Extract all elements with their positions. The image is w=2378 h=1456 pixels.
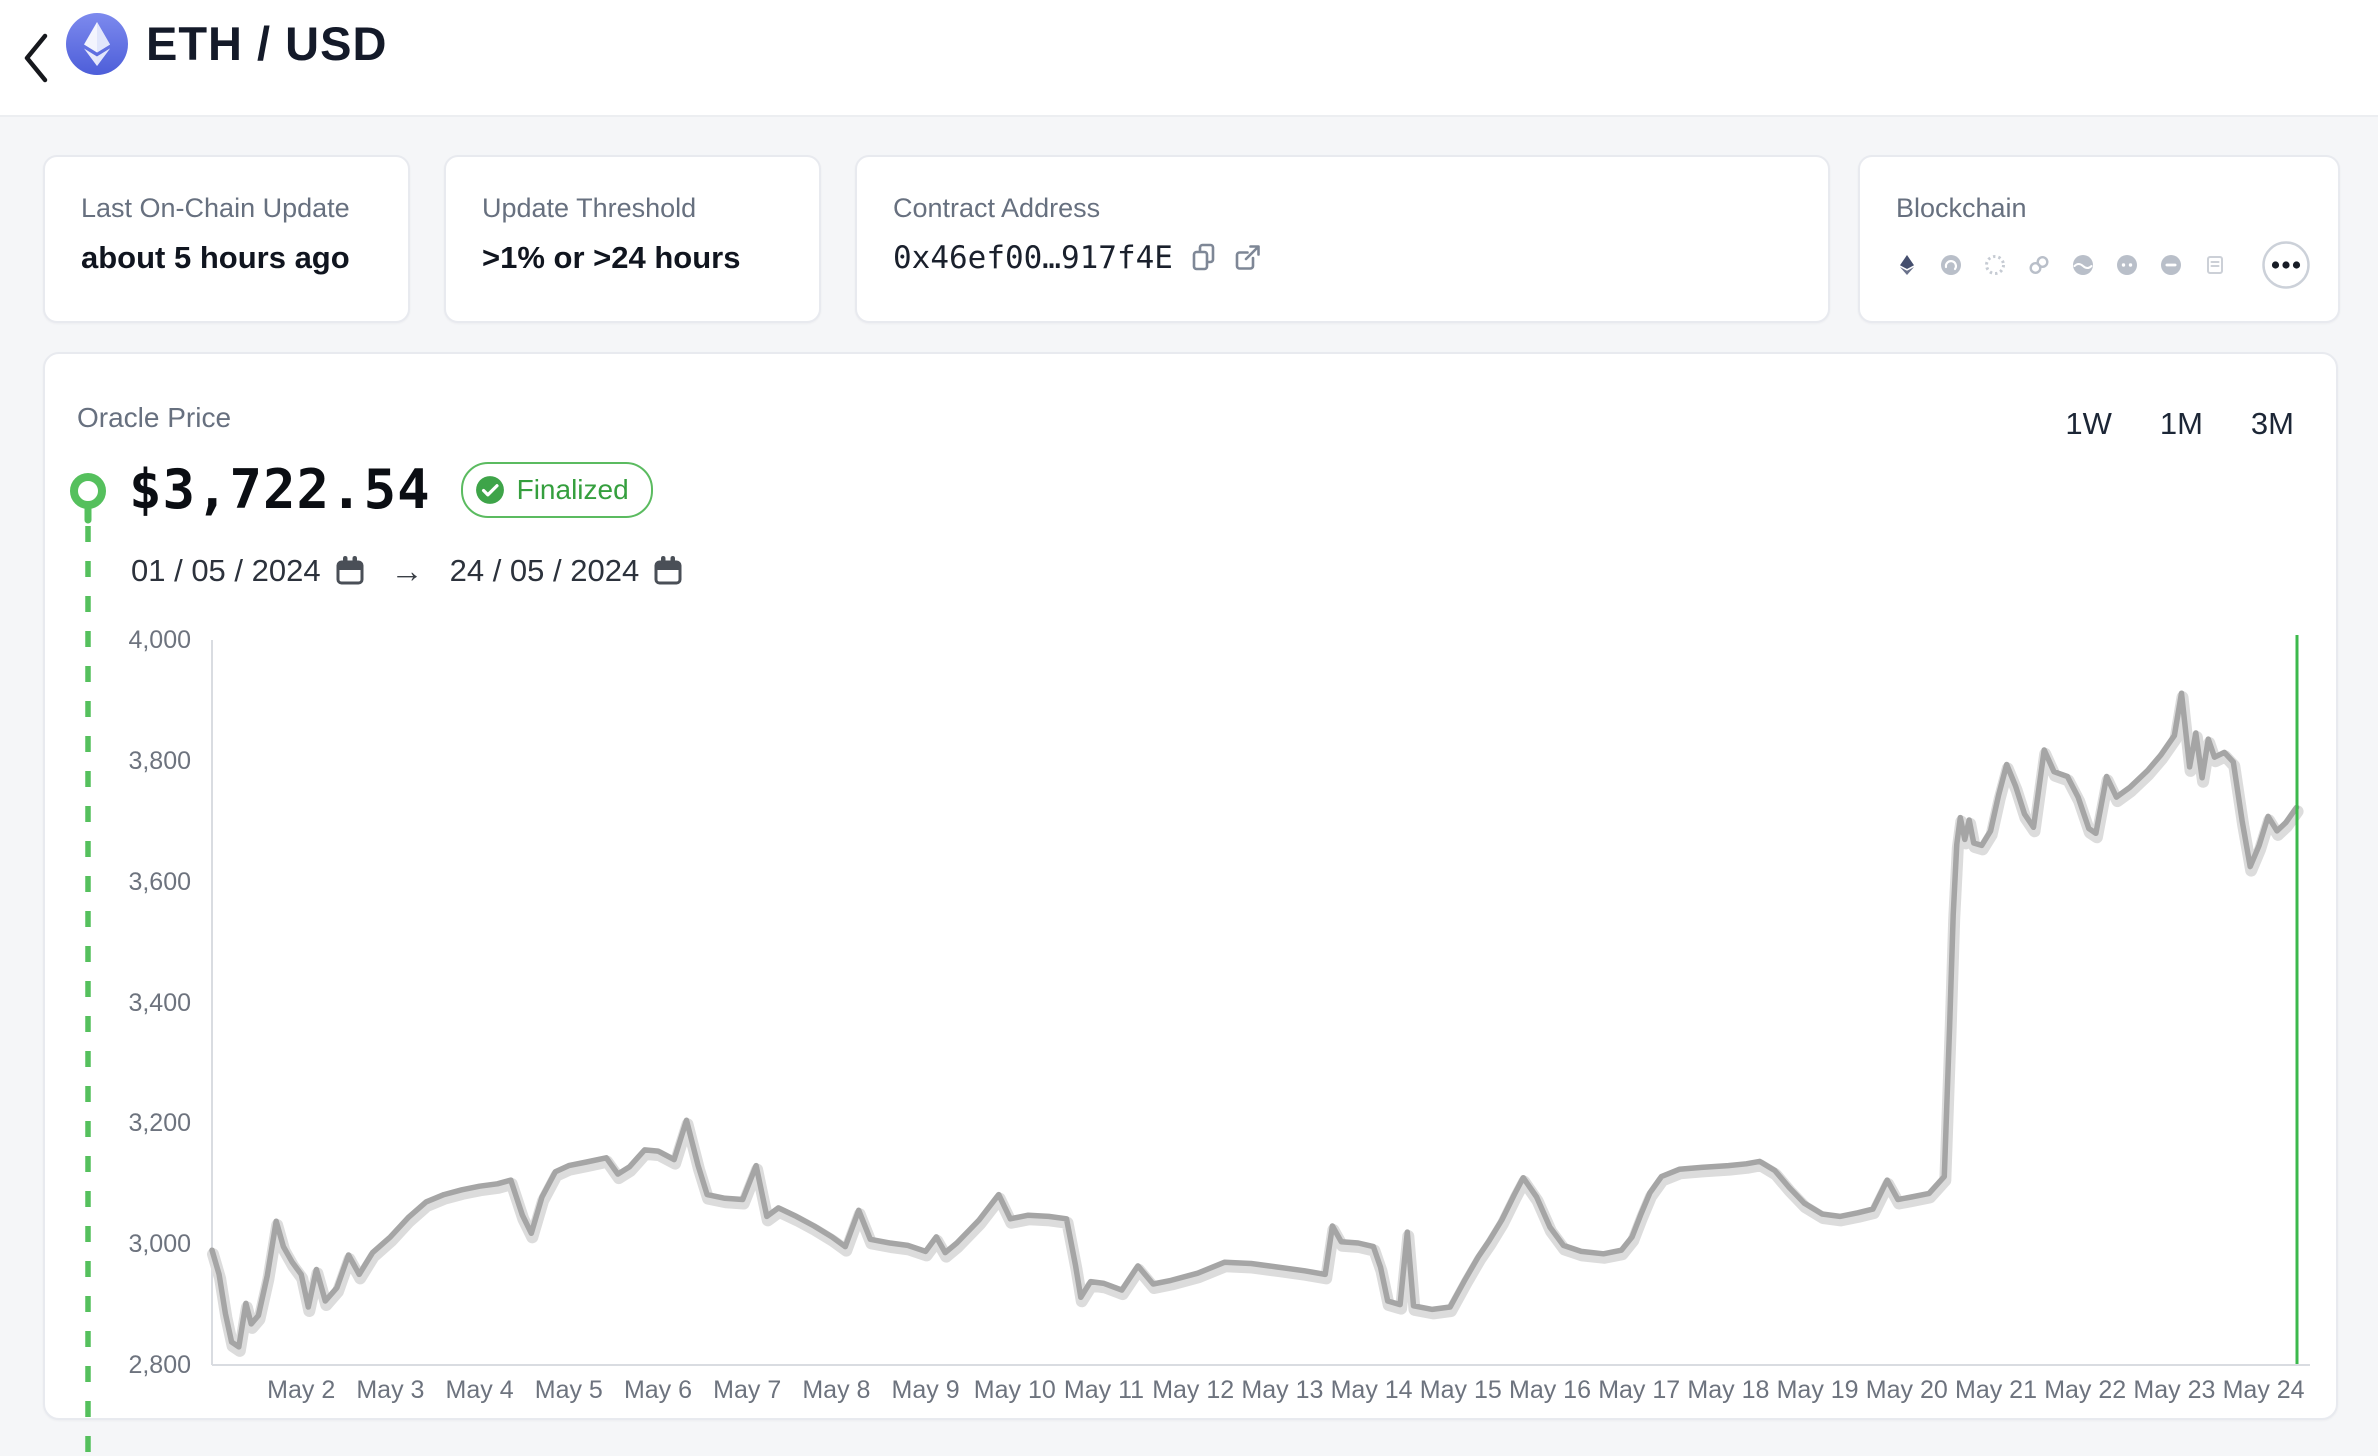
blockchain-label: Blockchain — [1896, 193, 2027, 223]
contract-address-label: Contract Address — [893, 193, 1101, 223]
copy-icon — [1192, 243, 1215, 271]
x-tick-label: May 18 — [1687, 1376, 1770, 1404]
x-tick-label: May 20 — [1865, 1376, 1948, 1404]
x-tick-label: May 16 — [1509, 1376, 1591, 1404]
x-tick-label: May 9 — [891, 1376, 960, 1404]
x-tick-label: May 3 — [356, 1376, 425, 1404]
external-link-icon — [1235, 245, 1260, 270]
oracle-price-value: $3,722.54 — [129, 458, 431, 521]
x-tick-label: May 5 — [534, 1376, 603, 1404]
x-tick-label: May 15 — [1419, 1376, 1502, 1404]
y-tick-label: 4,000 — [128, 626, 191, 654]
x-tick-label: May 21 — [1955, 1376, 2037, 1404]
links-chain-icon[interactable] — [2028, 254, 2050, 276]
range-3m-button[interactable]: 3M — [2250, 406, 2294, 441]
date-to-field[interactable]: 24 / 05 / 2024 — [450, 553, 684, 589]
x-tick-label: May 12 — [1152, 1376, 1235, 1404]
x-tick-label: May 22 — [2044, 1376, 2127, 1404]
update-threshold-label: Update Threshold — [482, 193, 697, 223]
x-tick-label: May 17 — [1598, 1376, 1681, 1404]
swirl-chain-icon[interactable] — [1940, 254, 1962, 276]
document-chain-icon[interactable] — [2204, 254, 2226, 276]
range-1w-button[interactable]: 1W — [2065, 406, 2112, 441]
calendar-icon — [336, 556, 364, 585]
x-tick-label: May 10 — [973, 1376, 1056, 1404]
y-tick-label: 3,200 — [128, 1109, 191, 1138]
eth-logo-icon — [66, 13, 128, 75]
update-threshold-card: Update Threshold >1% or >24 hours — [444, 155, 821, 323]
calendar-icon — [654, 556, 682, 585]
x-tick-label: May 23 — [2133, 1376, 2216, 1404]
y-tick-label: 3,800 — [128, 746, 191, 775]
x-tick-label: May 6 — [623, 1376, 693, 1404]
update-threshold-value: >1% or >24 hours — [482, 240, 741, 275]
copy-button[interactable] — [1189, 242, 1219, 274]
finalized-badge-label: Finalized — [516, 473, 629, 505]
date-range-row: 01 / 05 / 2024 → 24 / 05 / 2024 — [131, 552, 683, 590]
price-chart[interactable] — [45, 354, 2340, 1420]
x-tick-label: May 14 — [1330, 1376, 1413, 1404]
x-tick-label: May 7 — [713, 1376, 782, 1404]
oracle-price-card: Oracle Price $3,722.54 Finalized 01 / 05… — [43, 352, 2338, 1420]
price-series-line — [209, 690, 2300, 1350]
y-tick-label: 3,000 — [128, 1230, 191, 1259]
back-button[interactable] — [14, 26, 58, 90]
date-from-field[interactable]: 01 / 05 / 2024 — [131, 553, 365, 589]
check-circle-icon — [475, 475, 504, 504]
date-to-value: 24 / 05 / 2024 — [449, 553, 640, 588]
last-update-value: about 5 hours ago — [81, 240, 350, 275]
page-header: ETH / USD — [0, 0, 2378, 117]
ellipsis-icon — [2262, 241, 2310, 289]
dash-circle-chain-icon[interactable] — [2160, 254, 2182, 276]
arrow-right-icon: → — [390, 552, 424, 589]
x-tick-label: May 13 — [1241, 1376, 1324, 1404]
price-uncertainty-band — [207, 691, 2304, 1357]
y-tick-label: 3,400 — [128, 988, 191, 1017]
eth-diamond-icon[interactable] — [1896, 254, 1918, 276]
x-tick-label: May 2 — [267, 1376, 336, 1404]
blockchain-card: Blockchain — [1858, 155, 2340, 323]
date-from-value: 01 / 05 / 2024 — [131, 553, 321, 588]
y-tick-label: 3,600 — [128, 867, 191, 896]
last-update-label: Last On-Chain Update — [81, 193, 350, 223]
finalized-badge: Finalized — [460, 461, 653, 518]
globe-wave-chain-icon[interactable] — [2072, 254, 2094, 276]
dotted-ring-chain-icon[interactable] — [1984, 254, 2006, 276]
contract-address-card: Contract Address 0x46ef00…917f4E — [855, 155, 1830, 323]
time-range-row: 1W 1M 3M — [2065, 406, 2294, 442]
last-update-card: Last On-Chain Update about 5 hours ago — [43, 155, 410, 323]
range-1m-button[interactable]: 1M — [2159, 406, 2203, 441]
page-title: ETH / USD — [146, 17, 388, 70]
x-tick-label: May 24 — [2222, 1376, 2305, 1404]
chains-row — [1896, 240, 2310, 290]
contract-address-value: 0x46ef00…917f4E — [893, 240, 1173, 276]
dotted-face-chain-icon[interactable] — [2116, 254, 2138, 276]
x-tick-label: May 4 — [445, 1376, 514, 1404]
oracle-price-label: Oracle Price — [77, 402, 232, 433]
explorer-link-button[interactable] — [1233, 242, 1263, 274]
chevron-left-icon — [24, 33, 48, 83]
more-chains-button[interactable] — [2262, 241, 2310, 289]
x-tick-label: May 11 — [1063, 1376, 1145, 1404]
x-tick-label: May 8 — [802, 1376, 871, 1404]
x-tick-label: May 19 — [1776, 1376, 1859, 1404]
y-tick-label: 2,800 — [128, 1351, 191, 1379]
